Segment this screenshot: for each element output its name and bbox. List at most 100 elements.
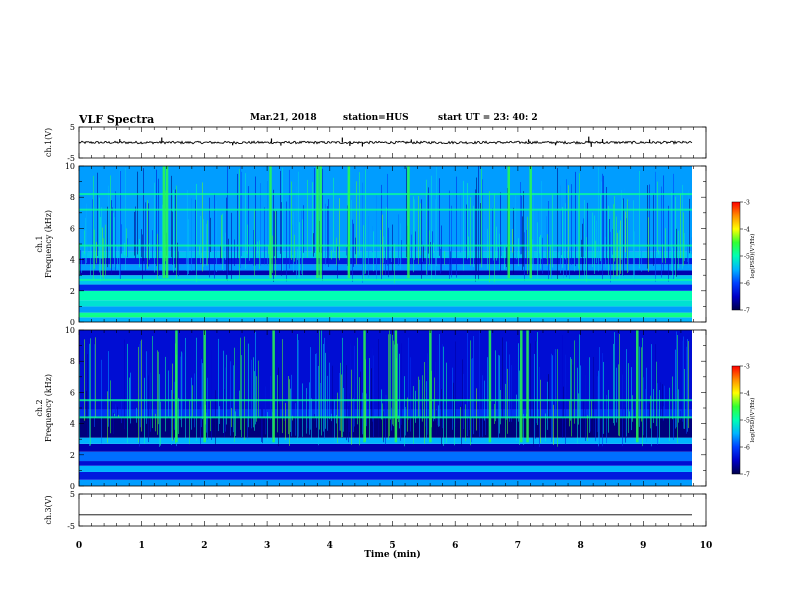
noise-streak xyxy=(401,343,402,425)
spectrogram-band xyxy=(79,284,692,291)
noise-streak xyxy=(415,390,416,423)
noise-streak xyxy=(623,198,624,276)
noise-streak xyxy=(480,203,481,263)
noise-streak xyxy=(552,194,553,268)
noise-streak xyxy=(366,393,367,427)
noise-streak xyxy=(336,415,337,424)
noise-streak xyxy=(299,222,300,278)
noise-streak xyxy=(292,224,293,256)
noise-streak xyxy=(605,236,606,268)
noise-streak xyxy=(634,231,635,283)
noise-streak xyxy=(316,353,317,428)
noise-streak xyxy=(410,357,411,432)
noise-streak xyxy=(347,205,348,266)
noise-streak xyxy=(267,181,268,266)
noise-streak xyxy=(253,229,254,266)
noise-streak xyxy=(460,194,461,253)
noise-streak xyxy=(267,412,268,441)
y-axis-label: ch.1(V) xyxy=(44,128,53,157)
y-tick-label: 8 xyxy=(70,193,75,202)
impulse-burst xyxy=(507,166,510,279)
noise-streak xyxy=(270,376,271,420)
noise-streak xyxy=(113,412,114,435)
noise-streak xyxy=(165,356,166,432)
noise-streak xyxy=(227,166,228,281)
noise-streak xyxy=(256,376,257,422)
x-axis-label: Time (min) xyxy=(364,549,421,560)
colorbar xyxy=(731,201,741,311)
noise-streak xyxy=(137,171,138,255)
noise-streak xyxy=(511,365,512,422)
colorbar-label: log(PSD)(V²/Hz) xyxy=(749,398,756,443)
noise-streak xyxy=(646,367,647,442)
noise-streak xyxy=(249,246,250,261)
noise-streak xyxy=(626,218,627,258)
noise-streak xyxy=(264,207,265,265)
noise-streak xyxy=(331,250,332,260)
noise-streak xyxy=(422,375,423,422)
impulse-burst xyxy=(520,330,523,443)
noise-streak xyxy=(121,224,122,254)
noise-streak xyxy=(321,330,322,436)
noise-streak xyxy=(467,332,468,437)
noise-streak xyxy=(297,333,298,441)
noise-streak xyxy=(686,346,687,434)
noise-streak xyxy=(622,199,623,277)
noise-streak xyxy=(498,354,499,440)
noise-streak xyxy=(371,368,372,426)
noise-streak xyxy=(364,166,365,275)
noise-streak xyxy=(306,388,307,434)
noise-streak xyxy=(397,343,398,419)
noise-streak xyxy=(391,250,392,263)
noise-streak xyxy=(595,409,596,442)
noise-streak xyxy=(209,197,210,278)
noise-streak xyxy=(569,251,570,280)
noise-streak xyxy=(157,350,158,435)
noise-streak xyxy=(461,406,462,447)
spectrogram-band xyxy=(79,465,692,472)
noise-streak xyxy=(152,336,153,429)
signal-line xyxy=(79,416,692,419)
noise-streak xyxy=(247,412,248,439)
noise-streak xyxy=(251,359,252,429)
noise-streak xyxy=(595,240,596,258)
noise-streak xyxy=(289,379,290,446)
noise-streak xyxy=(173,189,174,273)
noise-streak xyxy=(146,351,147,424)
noise-streak xyxy=(323,343,324,432)
noise-streak xyxy=(548,200,549,280)
noise-streak xyxy=(134,211,135,256)
noise-streak xyxy=(148,375,149,443)
impulse-burst xyxy=(272,330,275,443)
noise-streak xyxy=(553,404,554,445)
noise-streak xyxy=(285,402,286,440)
noise-streak xyxy=(513,207,514,275)
noise-streak xyxy=(501,242,502,256)
impulse-burst xyxy=(203,330,206,443)
noise-streak xyxy=(398,415,399,423)
noise-streak xyxy=(393,340,394,427)
noise-streak xyxy=(265,386,266,435)
x-tick-label: 4 xyxy=(327,541,333,551)
noise-streak xyxy=(255,331,256,425)
noise-streak xyxy=(642,337,643,447)
y-tick-label: 2 xyxy=(70,451,75,460)
noise-streak xyxy=(466,204,467,261)
noise-streak xyxy=(117,246,118,269)
noise-streak xyxy=(676,228,677,277)
noise-streak xyxy=(398,214,399,266)
noise-streak xyxy=(171,175,172,258)
noise-streak xyxy=(107,206,108,268)
noise-streak xyxy=(587,202,588,274)
noise-streak xyxy=(600,194,601,262)
noise-streak xyxy=(473,336,474,435)
noise-streak xyxy=(373,355,374,437)
noise-streak xyxy=(456,176,457,278)
noise-streak xyxy=(336,237,337,266)
noise-streak xyxy=(538,211,539,270)
noise-streak xyxy=(112,207,113,260)
noise-streak xyxy=(628,201,629,272)
signal-line xyxy=(79,244,692,247)
y-tick-label: 5 xyxy=(70,123,75,132)
